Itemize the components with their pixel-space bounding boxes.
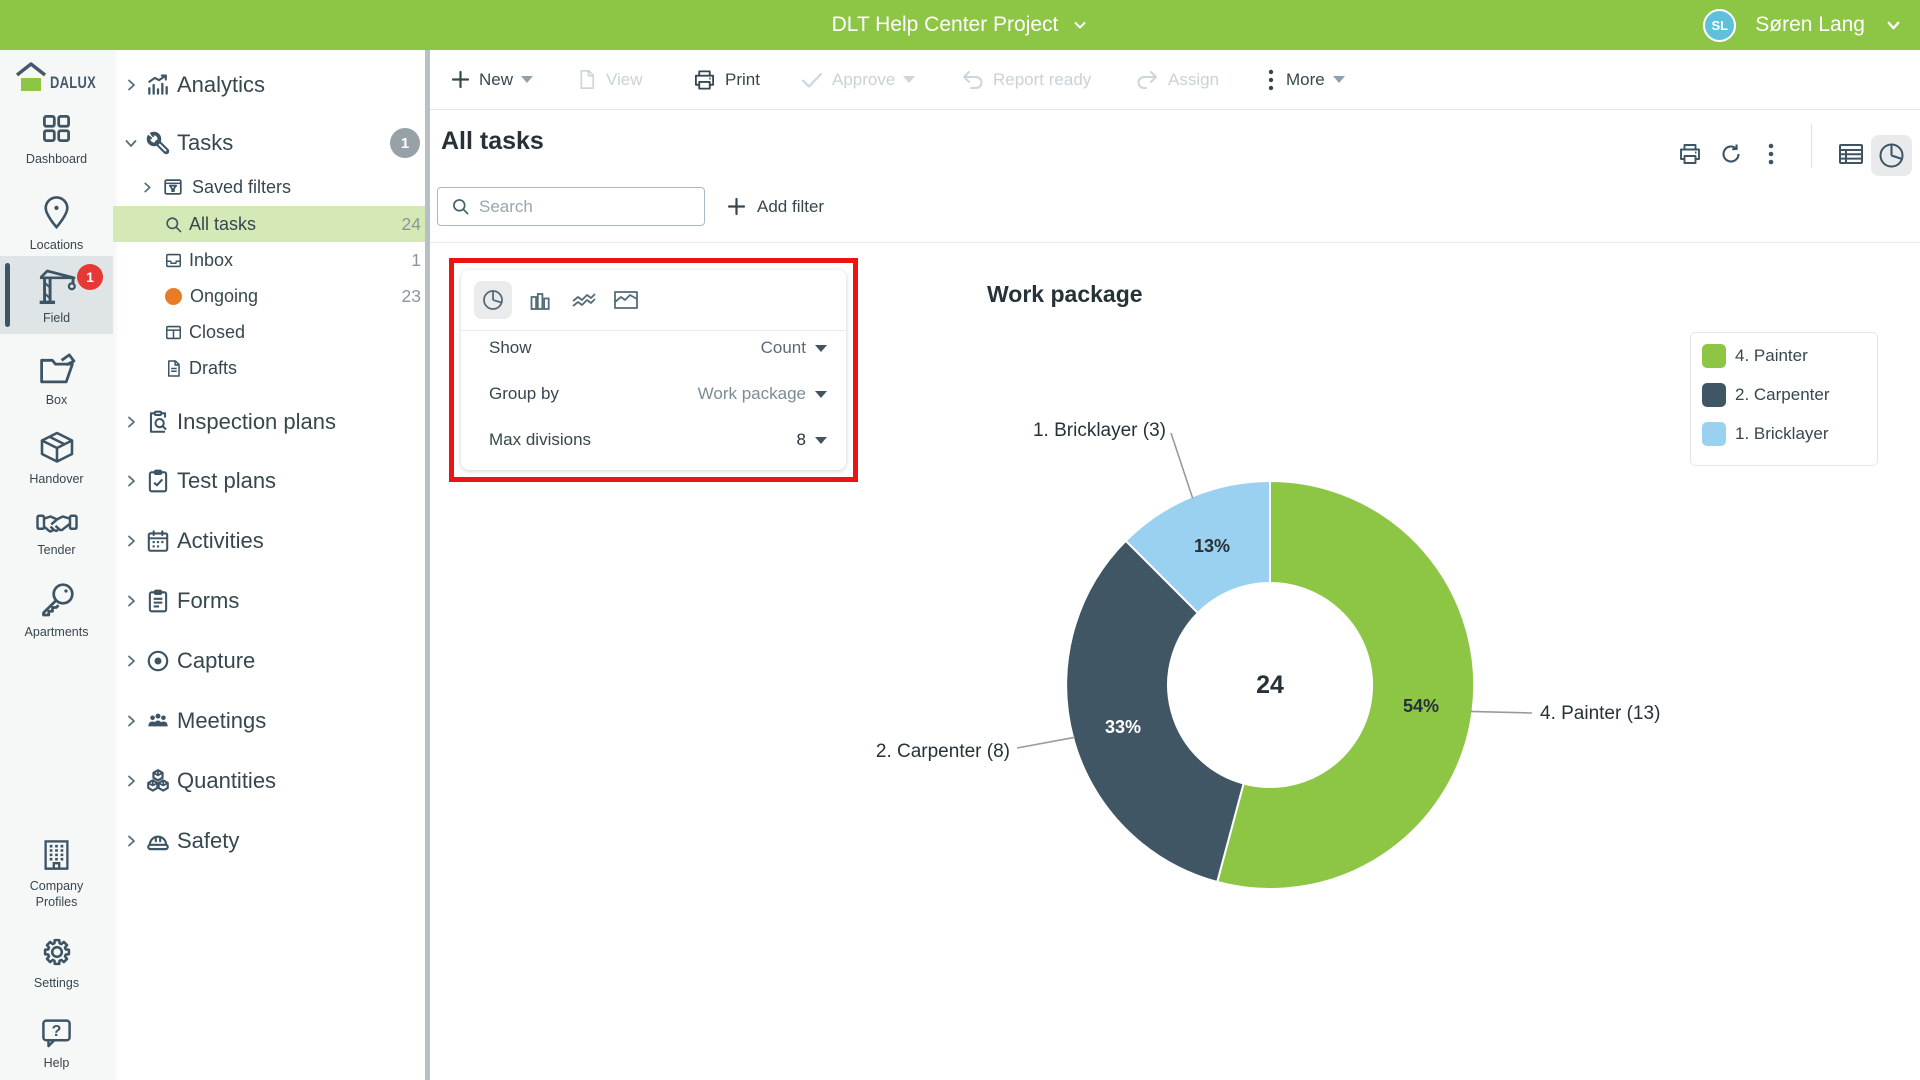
- svg-text:?: ?: [52, 1023, 62, 1040]
